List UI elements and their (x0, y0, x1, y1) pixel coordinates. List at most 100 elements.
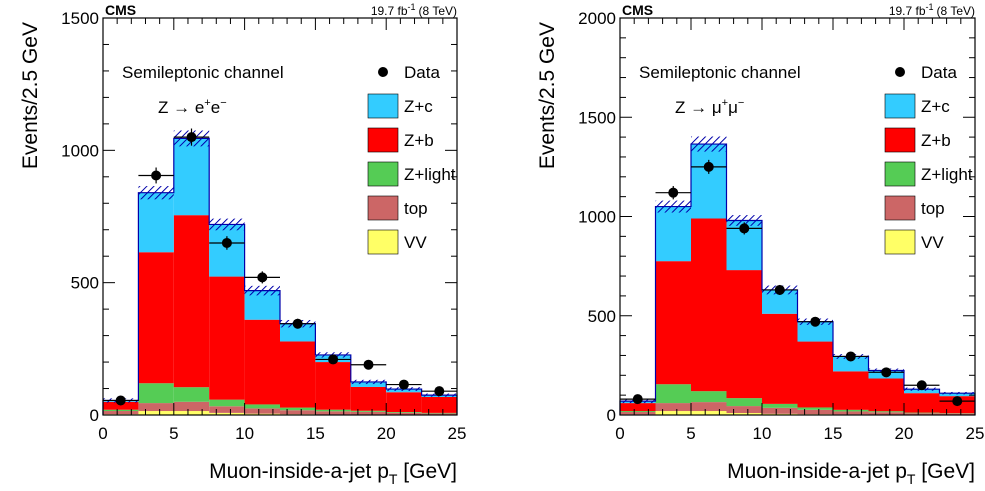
bar-top-bin-9 (904, 413, 940, 415)
legend-label-data: Data (404, 63, 440, 82)
legend-swatch-z-b (367, 127, 399, 153)
bar-z-light-bin-3 (691, 391, 727, 403)
bar-z-light-bin-9 (904, 412, 940, 414)
bar-top-bin-3 (173, 401, 210, 412)
bar-z-b-bin-5 (762, 313, 798, 404)
data-point-2 (151, 170, 162, 181)
bar-z-c-bin-3 (173, 138, 210, 216)
bar-top-bin-10 (939, 413, 975, 415)
bar-top-bin-1 (103, 411, 139, 415)
bar-z-light-bin-7 (833, 409, 869, 412)
y-tick-label: 500 (71, 274, 99, 293)
x-tick-label: 15 (306, 424, 325, 443)
experiment-label: CMS (622, 2, 653, 18)
x-axis-title-main: Muon-inside-a-jet p (209, 460, 389, 483)
mc-uncertainty-bin-5 (244, 285, 280, 296)
bar-z-light-bin-7 (315, 409, 351, 412)
data-point-8 (363, 359, 374, 370)
bar-z-light-bin-2 (655, 384, 691, 404)
bar-z-b-bin-9 (904, 393, 940, 413)
data-point-6 (292, 318, 303, 329)
channel-label: Semileptonic channel (639, 63, 801, 82)
bar-z-b-bin-10 (421, 397, 457, 413)
y-tick-label: 0 (90, 406, 99, 425)
x-axis-title-main: Muon-inside-a-jet p (727, 460, 907, 483)
legend-marker-data (895, 67, 905, 77)
bar-z-b-bin-7 (833, 371, 869, 410)
legend-label-z-c: Z+c (921, 97, 950, 116)
x-tick-label: 20 (895, 424, 914, 443)
chart-panel-2: 0 5 10 15 20 25 0 500 1000 1500 2000 Muon-inside-a-… (536, 2, 984, 487)
x-tick-label: 5 (686, 424, 695, 443)
y-axis-title: Events/2.5 GeV (19, 22, 42, 169)
legend-swatch-z-b (884, 127, 916, 153)
bar-z-light-bin-4 (726, 398, 762, 407)
bar-z-b-bin-7 (315, 362, 351, 410)
legend-swatch-z-c (367, 93, 399, 119)
bar-top-bin-7 (315, 411, 351, 415)
x-tick-label: 15 (824, 424, 843, 443)
bar-top-bin-2 (655, 403, 691, 412)
bar-z-b-bin-6 (797, 341, 833, 408)
data-point-1 (632, 394, 643, 405)
legend-swatch-top (367, 195, 399, 221)
process-sup-1: + (204, 97, 210, 109)
bar-z-b-bin-3 (173, 215, 210, 388)
process-sup-2: − (738, 97, 744, 109)
mc-uncertainty-bin-2 (138, 186, 174, 200)
bar-top-bin-1 (620, 412, 656, 415)
bar-vv-bin-4 (209, 412, 245, 415)
bar-vv-bin-2 (138, 411, 174, 415)
bar-z-b-bin-6 (280, 341, 316, 408)
data-point-10 (952, 396, 963, 407)
energy-label: (8 TeV) (419, 4, 457, 18)
bar-top-bin-7 (833, 411, 869, 415)
process-sup-2: − (220, 97, 226, 109)
legend-label-top: top (921, 199, 945, 218)
bar-z-b-bin-4 (209, 276, 245, 400)
bar-z-c-bin-5 (244, 290, 280, 320)
bar-z-c-bin-8 (350, 381, 387, 387)
bar-vv-bin-5 (244, 413, 280, 415)
x-tick-label: 10 (753, 424, 772, 443)
bar-z-light-bin-6 (280, 407, 316, 411)
x-axis-title-unit: [GeV] (915, 460, 975, 483)
bar-z-c-bin-9 (904, 389, 940, 394)
legend-swatch-z-c (884, 93, 916, 119)
bar-z-light-bin-5 (244, 404, 280, 409)
y-tick-label: 0 (607, 406, 616, 425)
x-axis-title: Muon-inside-a-jet pT [GeV] (727, 460, 975, 487)
bar-z-b-bin-4 (726, 270, 762, 399)
bar-top-bin-2 (138, 403, 174, 412)
bar-z-light-bin-8 (868, 411, 904, 413)
bar-top-bin-3 (691, 402, 727, 412)
data-point-5 (774, 284, 785, 295)
bar-z-b-bin-8 (868, 378, 904, 412)
data-point-10 (434, 386, 445, 397)
legend-swatch-z-light (884, 161, 916, 187)
bar-z-light-bin-1 (620, 411, 656, 413)
bar-z-b-bin-3 (691, 218, 727, 392)
luminosity-value: 19.7 fb (371, 4, 408, 18)
bar-top-bin-6 (280, 410, 316, 415)
data-point-4 (221, 237, 232, 248)
data-point-9 (916, 380, 927, 391)
bar-z-light-bin-1 (103, 409, 139, 412)
bar-top-bin-9 (386, 412, 422, 415)
x-tick-label: 25 (966, 424, 985, 443)
x-tick-label: 25 (448, 424, 467, 443)
data-point-3 (703, 161, 714, 172)
bar-top-bin-5 (244, 408, 280, 414)
mc-uncertainty-bin-2 (655, 200, 691, 213)
y-tick-label: 2000 (578, 9, 616, 28)
x-axis-title-sub: T (907, 471, 916, 487)
luminosity-sup: -1 (926, 2, 934, 12)
bar-z-c-bin-7 (833, 356, 869, 372)
channel-label: Semileptonic channel (122, 63, 284, 82)
legend-marker-data (378, 67, 388, 77)
bar-z-light-bin-9 (386, 412, 422, 413)
bar-z-b-bin-9 (386, 392, 422, 413)
x-tick-label: 0 (615, 424, 624, 443)
legend-label-z-c: Z+c (404, 97, 433, 116)
